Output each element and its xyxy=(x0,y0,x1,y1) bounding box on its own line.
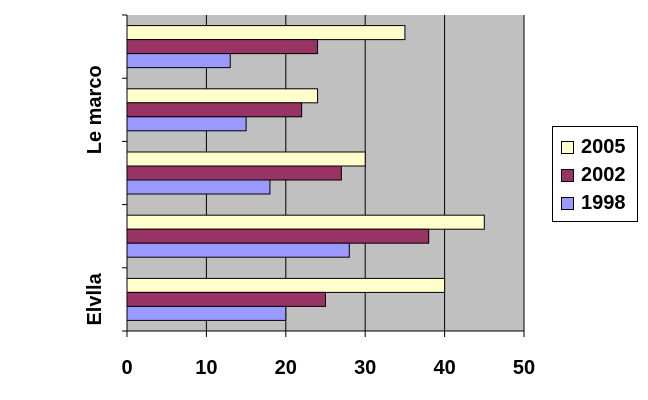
x-tick-label-30: 30 xyxy=(354,357,376,379)
bar-1998-category-2 xyxy=(126,242,350,258)
legend-swatch-1998 xyxy=(561,196,574,210)
legend-label-2002: 2002 xyxy=(581,163,626,186)
axes xyxy=(122,14,525,337)
bar-1998-category-5 xyxy=(126,53,231,69)
legend-swatch-2005 xyxy=(561,140,574,154)
legend-label-2005: 2005 xyxy=(581,135,626,158)
x-tick-label-0: 0 xyxy=(121,357,132,379)
bar-2005-category-1 xyxy=(126,277,446,293)
x-tick-labels: 0 10 20 30 40 50 xyxy=(121,357,535,379)
x-tick-label-20: 20 xyxy=(275,357,297,379)
bar-2005-category-2 xyxy=(126,214,485,230)
bar-2002-category-4 xyxy=(126,102,303,118)
bar-2002-category-1 xyxy=(126,291,326,307)
legend-item-2002: 2002 xyxy=(561,163,626,187)
bar-1998-category-3 xyxy=(126,179,271,195)
bar-1998-category-4 xyxy=(126,116,247,132)
bar-2005-category-3 xyxy=(126,151,366,167)
x-tick-label-40: 40 xyxy=(433,357,455,379)
bar-2002-category-5 xyxy=(126,39,319,55)
bar-1998-category-1 xyxy=(126,305,287,321)
bar-2002-category-3 xyxy=(126,165,342,181)
legend-item-1998: 1998 xyxy=(561,191,626,215)
x-tick-label-10: 10 xyxy=(195,357,217,379)
category-label-1: Elvlla xyxy=(84,272,106,325)
legend-label-1998: 1998 xyxy=(581,191,626,214)
bar-2005-category-5 xyxy=(126,25,406,41)
bars xyxy=(126,25,485,321)
x-tick-label-50: 50 xyxy=(513,357,535,379)
category-labels: Elvlla Le marco xyxy=(84,65,106,325)
category-label-4: Le marco xyxy=(84,65,106,154)
legend-item-2005: 2005 xyxy=(561,135,626,159)
legend: 2005 2002 1998 xyxy=(552,126,638,222)
bar-2005-category-4 xyxy=(126,88,319,104)
bar-2002-category-2 xyxy=(126,228,430,244)
legend-swatch-2002 xyxy=(561,168,574,182)
